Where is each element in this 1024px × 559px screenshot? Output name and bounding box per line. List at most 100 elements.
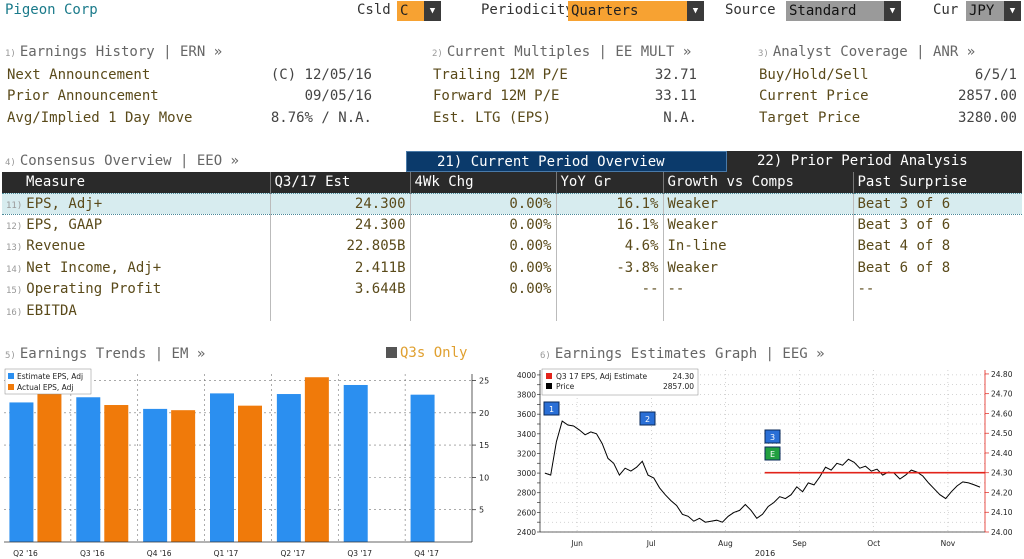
csld-dropdown[interactable]: C ▼ (397, 1, 441, 21)
analyst-coverage-header[interactable]: 3) Analyst Coverage | ANR » (758, 44, 975, 60)
table-row[interactable]: 16) EBITDA (2, 299, 1022, 322)
row-index: 13) (6, 243, 23, 254)
actual-bar[interactable] (171, 410, 196, 542)
x-tick-label: Jun (570, 539, 583, 548)
q3s-only-toggle[interactable]: Q3s Only (386, 345, 467, 361)
table-row[interactable]: 11) EPS, Adj+ 24.300 0.00% 16.1% Weaker B… (2, 192, 1022, 215)
cm-label: Forward 12M P/E (433, 88, 560, 104)
eh-label: Avg/Implied 1 Day Move (7, 110, 193, 126)
estimates-graph-header[interactable]: 6) Earnings Estimates Graph | EEG » (540, 346, 825, 362)
section-index: 6) (540, 351, 551, 361)
trends-header[interactable]: 5) Earnings Trends | EM » (5, 346, 205, 362)
event-markers[interactable]: 1 2 3 E (543, 401, 781, 461)
col-est[interactable]: Q3/17 Est (270, 172, 411, 193)
chevron-down-icon: ▼ (687, 1, 704, 21)
cm-value: N.A. (663, 110, 697, 126)
col-measure[interactable]: Measure (2, 172, 271, 193)
table-row[interactable]: 13) Revenue 22.805B 0.00% 4.6% In-line Be… (2, 235, 1022, 258)
col-yoy[interactable]: YoY Gr (556, 172, 664, 193)
row-index: 11) (6, 200, 23, 211)
year-label: 2016 (755, 549, 775, 558)
measure-name: Operating Profit (26, 281, 162, 298)
periodicity-dropdown[interactable]: Quarters ▼ (568, 1, 704, 21)
right-tick-label: 24.40 (991, 449, 1013, 458)
table-row[interactable]: 14) Net Income, Adj+ 2.411B 0.00% -3.8% W… (2, 257, 1022, 279)
cell-est (270, 299, 411, 322)
chart-axes: 2400 2600 2800 3000 3200 3400 3600 3800 4000 24.0… (517, 370, 1013, 548)
chart-axis: 5 10 15 20 25 Q2 '16 Q3 '16 Q4 '16 Q1 '17 Q2 '17 Q… (4, 374, 489, 558)
current-multiples-header[interactable]: 2) Current Multiples | EE MULT » (432, 44, 691, 60)
event-marker[interactable] (764, 446, 781, 461)
event-marker[interactable] (639, 411, 656, 426)
cell-est: 24.300 (270, 192, 411, 215)
section-index: 3) (758, 49, 769, 59)
cell-yoy: 16.1% (556, 214, 664, 236)
actual-bar[interactable] (238, 405, 262, 542)
cell-surprise: Beat 3 of 6 (853, 192, 1022, 215)
actual-bar[interactable] (304, 377, 329, 542)
estimate-bar[interactable] (76, 397, 101, 542)
row-index: 12) (6, 222, 23, 233)
table-row[interactable]: 12) EPS, GAAP 24.300 0.00% 16.1% Weaker B… (2, 214, 1022, 236)
cell-est: 3.644B (270, 278, 411, 300)
csld-label: Csld (357, 2, 391, 18)
event-marker[interactable] (543, 401, 560, 416)
event-marker[interactable] (764, 429, 781, 444)
source-dropdown[interactable]: Standard ▼ (786, 1, 901, 21)
tab-current-period[interactable]: 21) Current Period Overview (Q3/17) (406, 151, 727, 191)
estimate-bar[interactable] (410, 394, 435, 542)
y-tick-label: 25 (479, 376, 489, 385)
right-tick-label: 24.70 (991, 390, 1013, 399)
x-tick-label: Q3 '16 (80, 549, 105, 558)
table-row[interactable]: 15) Operating Profit 3.644B 0.00% -- -- -… (2, 278, 1022, 300)
measure-name: EPS, Adj+ (26, 195, 103, 212)
cell-surprise (853, 300, 1022, 321)
left-tick-label: 4000 (517, 371, 536, 380)
earnings-estimates-chart: 2400 2600 2800 3000 3200 3400 3600 3800 4000 24.0… (510, 364, 1024, 559)
chart-background (510, 364, 1024, 559)
periodicity-value: Quarters (571, 3, 639, 19)
ac-label: Target Price (759, 110, 861, 126)
consensus-header[interactable]: 4) Consensus Overview | EEO » (5, 153, 239, 169)
col-growth[interactable]: Growth vs Comps (663, 172, 854, 193)
eh-value: 09/05/16 (304, 88, 372, 104)
col-chg[interactable]: 4Wk Chg (410, 172, 557, 193)
legend-est-label: Q3 17 EPS, Adj Estimate (556, 372, 648, 381)
cm-label: Trailing 12M P/E (433, 67, 568, 83)
cell-surprise: -- (857, 281, 875, 298)
left-tick-label: 2800 (517, 489, 536, 498)
row-index: 16) (6, 307, 23, 318)
x-tick-label: Aug (718, 539, 733, 548)
right-tick-label: 24.00 (991, 528, 1013, 537)
estimate-bar[interactable] (143, 408, 168, 542)
actual-bar[interactable] (104, 405, 129, 542)
measure-name: EBITDA (26, 302, 77, 319)
x-tick-label: Nov (941, 539, 956, 548)
chevron-down-icon: ▼ (1004, 1, 1021, 21)
cm-label: Est. LTG (EPS) (433, 110, 552, 126)
company-name: Pigeon Corp (5, 2, 98, 18)
right-tick-label: 24.30 (991, 469, 1013, 478)
cell-chg (410, 299, 557, 322)
earnings-history-title: Earnings History | ERN » (19, 44, 223, 60)
y-tick-label: 15 (479, 441, 489, 450)
estimate-bar[interactable] (9, 402, 34, 542)
col-surprise[interactable]: Past Surprise (853, 172, 1022, 193)
estimate-bar[interactable] (210, 393, 234, 542)
estimate-bar[interactable] (343, 384, 368, 542)
cell-chg: 0.00% (410, 192, 557, 215)
tab-prior-period[interactable]: 22) Prior Period Analysis (Q2/17) (727, 151, 1022, 190)
actual-bar[interactable] (37, 392, 62, 542)
cell-measure: 14) Net Income, Adj+ (2, 257, 271, 279)
earnings-history-header[interactable]: 1) Earnings History | ERN » (5, 44, 222, 60)
cell-chg: 0.00% (410, 278, 557, 300)
cur-dropdown[interactable]: JPY ▼ (966, 1, 1021, 21)
chevron-down-icon: ▼ (424, 1, 441, 21)
cell-measure: 15) Operating Profit (2, 278, 271, 300)
trends-title: Earnings Trends | EM » (19, 346, 206, 362)
cell-est: 2.411B (270, 257, 411, 279)
current-multiples-title: Current Multiples | EE MULT » (446, 44, 692, 60)
right-tick-label: 24.50 (991, 429, 1013, 438)
estimate-bar[interactable] (276, 394, 301, 542)
cell-yoy: -3.8% (556, 257, 664, 279)
